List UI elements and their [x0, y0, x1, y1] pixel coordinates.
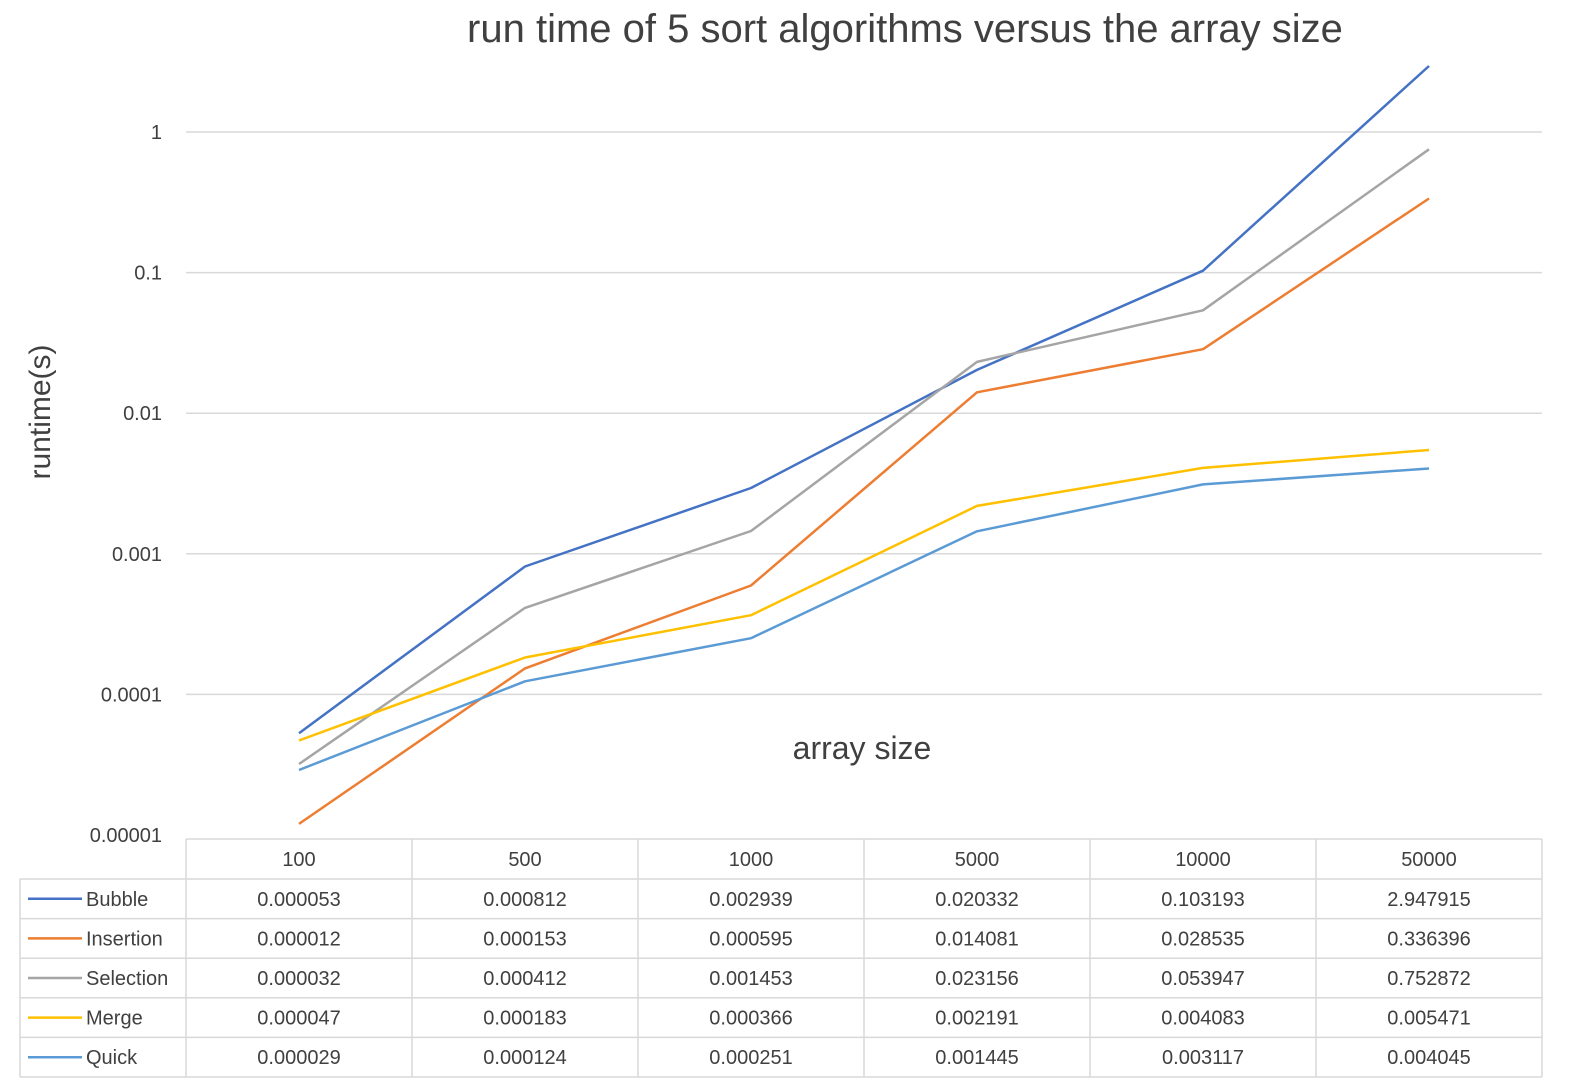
data-label: 0.023156: [935, 968, 1018, 990]
y-axis-ticks: 1 0.1 0.01 0.001 0.0001 0.00001: [90, 122, 162, 847]
data-label: 0.000053: [257, 889, 340, 911]
data-label: 0.000047: [257, 1008, 340, 1030]
y-tick-label: 0.0001: [101, 684, 162, 706]
data-label: 0.001453: [709, 968, 792, 990]
data-label: 0.014081: [935, 928, 1018, 950]
data-label: 0.004045: [1387, 1047, 1470, 1069]
x-tick-label: 50000: [1401, 849, 1457, 871]
y-tick-label: 0.01: [123, 403, 162, 425]
data-label: 0.003117: [1162, 1047, 1244, 1069]
data-label: 0.005471: [1387, 1008, 1470, 1030]
data-label: 0.000032: [257, 968, 340, 990]
data-label: 0.000124: [483, 1047, 566, 1069]
series-line-merge: [298, 448, 1430, 742]
x-axis-label: array size: [793, 730, 932, 766]
y-axis-label: runtime(s): [24, 344, 57, 479]
x-tick-label: 1000: [729, 849, 774, 871]
series-line-insertion: [298, 197, 1430, 825]
data-label: 0.028535: [1161, 928, 1244, 950]
legend-label: Selection: [86, 968, 168, 990]
series-line-selection: [298, 148, 1430, 766]
data-label: 0.000412: [483, 968, 566, 990]
data-label: 0.336396: [1387, 928, 1470, 950]
x-tick-label: 10000: [1175, 849, 1231, 871]
data-label: 0.001445: [935, 1047, 1018, 1069]
data-label: 0.053947: [1161, 968, 1244, 990]
series-lines: [298, 65, 1430, 825]
data-label: 0.002939: [709, 889, 792, 911]
data-label: 0.000183: [483, 1008, 566, 1030]
data-label: 0.004083: [1161, 1008, 1244, 1030]
x-tick-label: 100: [282, 849, 315, 871]
data-label: 0.000595: [709, 928, 792, 950]
y-tick-label: 1: [151, 122, 162, 144]
gridlines: [186, 131, 1542, 696]
data-label: 0.000012: [257, 928, 340, 950]
y-tick-label: 0.00001: [90, 825, 162, 847]
x-tick-label: 500: [508, 849, 541, 871]
data-label: 0.000366: [709, 1008, 792, 1030]
data-label: 0.000251: [709, 1047, 792, 1069]
data-label: 0.000029: [257, 1047, 340, 1069]
data-table: 100 500 1000 5000 10000 50000 Bubble 0.000053 0.…: [19, 838, 1543, 1078]
series-line-bubble: [298, 65, 1430, 735]
data-label: 0.002191: [935, 1008, 1018, 1030]
legend-label: Bubble: [86, 889, 148, 911]
y-tick-label: 0.1: [134, 263, 162, 285]
y-tick-label: 0.001: [112, 544, 162, 566]
chart-title: run time of 5 sort algorithms versus the…: [467, 7, 1343, 51]
data-label: 0.020332: [935, 889, 1018, 911]
data-label: 0.752872: [1387, 968, 1470, 990]
series-line-quick: [298, 467, 1430, 772]
data-label: 0.000812: [483, 889, 566, 911]
data-label: 0.000153: [483, 928, 566, 950]
x-tick-label: 5000: [955, 849, 1000, 871]
legend-label: Insertion: [86, 928, 163, 950]
legend-label: Quick: [86, 1047, 138, 1069]
legend-label: Merge: [86, 1008, 143, 1030]
data-label: 2.947915: [1387, 889, 1470, 911]
data-label: 0.103193: [1161, 889, 1244, 911]
